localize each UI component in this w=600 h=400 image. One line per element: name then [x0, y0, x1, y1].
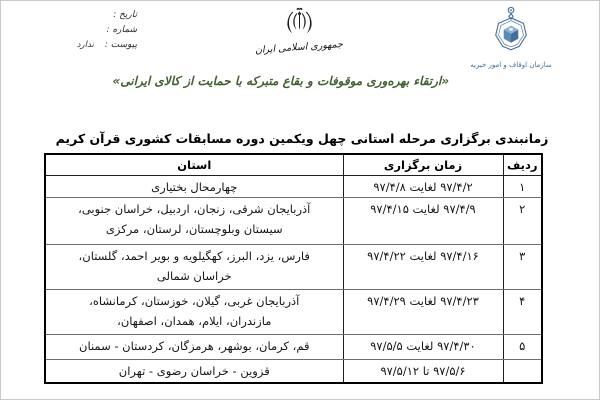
org-caption: سازمان اوقاف و امور خیریه: [470, 61, 552, 69]
column-header-time: زمان برگزاری: [342, 153, 504, 176]
cell-no: ۳: [502, 244, 543, 290]
column-header-row-number: ردیف: [502, 153, 543, 176]
year-slogan: «ارتقاء بهره‌وری موقوفات و بقاع متبرکه ب…: [112, 74, 449, 88]
table-row: ۵ ۹۷/۴/۳۰ لغایت ۹۷/۵/۵ قم، کرمان، بوشهر، ه…: [44, 334, 543, 360]
cell-time: ۹۷/۵/۶ تا ۹۷/۵/۱۲: [342, 359, 504, 383]
cell-no: ۵: [502, 334, 543, 360]
national-emblem-block: جمهوری اسلامی ایران: [249, 5, 349, 56]
meta-row-date: تاریخ :: [59, 8, 137, 23]
iran-emblem-icon: [283, 7, 316, 42]
meta-row-attachment: پیوست : ندارد: [59, 38, 137, 53]
cell-time: ۹۷/۴/۳۰ لغایت ۹۷/۵/۵: [342, 334, 504, 360]
table-row: ۹۷/۵/۶ تا ۹۷/۵/۱۲ قزوین - خراسان رضوی - ت…: [44, 359, 543, 383]
emblem-caption: جمهوری اسلامی ایران: [254, 38, 344, 57]
cell-provinces: آذربایجان غربی، گیلان، خوزستان، کرمانشاه…: [44, 289, 344, 335]
table-row: ۱ ۹۷/۴/۲ لغایت ۹۷/۴/۸ چهارمحال بختیاری: [44, 175, 543, 198]
cell-time: ۹۷/۴/۹ لغایت ۹۷/۴/۱۵: [342, 197, 504, 245]
table-header-row: ردیف زمان برگزاری استان: [44, 153, 543, 176]
cell-provinces: چهارمحال بختیاری: [44, 175, 344, 198]
cell-provinces: قم، کرمان، بوشهر، هرمزگان، کردستان - سمن…: [44, 334, 344, 360]
number-label: شماره :: [106, 25, 137, 35]
cell-time: ۹۷/۴/۱۶ لغایت ۹۷/۴/۲۲: [342, 244, 504, 290]
page-title: زمانبندی برگزاری مرحله استانی چهل ویکمین…: [55, 131, 549, 146]
awqaf-logo-icon: [488, 6, 534, 60]
column-header-province: استان: [44, 153, 344, 176]
cell-no: [502, 359, 543, 383]
letter-meta-block: تاریخ : شماره : پیوست : ندارد: [59, 8, 137, 53]
schedule-table-body: ۱ ۹۷/۴/۲ لغایت ۹۷/۴/۸ چهارمحال بختیاری ۲ ۹۷/…: [44, 175, 543, 383]
schedule-table: ردیف زمان برگزاری استان ۱ ۹۷/۴/۲ لغایت ۹۷…: [44, 153, 543, 384]
cell-no: ۲: [502, 197, 543, 245]
table-row: ۲ ۹۷/۴/۹ لغایت ۹۷/۴/۱۵ آذربایجان شرقی، زنج…: [44, 197, 543, 245]
org-logo-block: سازمان اوقاف و امور خیریه: [463, 6, 559, 69]
cell-no: ۴: [502, 289, 543, 335]
cell-no: ۱: [502, 175, 543, 198]
cell-provinces: آذربایجان شرقی، زنجان، اردبیل، خراسان جن…: [44, 197, 344, 245]
table-row: ۴ ۹۷/۴/۲۳ لغایت ۹۷/۴/۲۹ آذربایجان غربی، گی…: [44, 289, 543, 335]
cell-provinces: قزوین - خراسان رضوی - تهران: [44, 359, 344, 383]
table-row: ۳ ۹۷/۴/۱۶ لغایت ۹۷/۴/۲۲ فارس، یزد، البرز، …: [44, 244, 543, 290]
cell-provinces: فارس، یزد، البرز، کهگیلویه و بویر احمد، …: [44, 244, 344, 290]
meta-row-number: شماره :: [59, 23, 137, 38]
attachment-value: ندارد: [76, 40, 94, 50]
cell-time: ۹۷/۴/۲ لغایت ۹۷/۴/۸: [342, 175, 504, 198]
cell-time: ۹۷/۴/۲۳ لغایت ۹۷/۴/۲۹: [342, 289, 504, 335]
date-label: تاریخ :: [113, 10, 137, 20]
attachment-label: پیوست :: [104, 40, 137, 50]
